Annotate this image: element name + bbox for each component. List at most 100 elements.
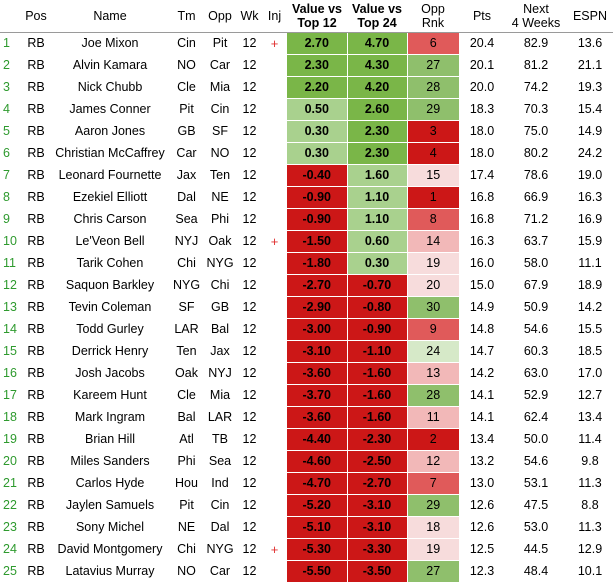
points-cell: 12.6 bbox=[469, 520, 495, 534]
table-row[interactable]: 23 RB Sony Michel NE Dal 12 -5.10 -3.10 18 12.6 53… bbox=[0, 516, 613, 539]
injury-cell bbox=[262, 407, 287, 429]
table-row[interactable]: 19 RB Brian Hill Atl TB 12 -4.40 -2.30 2 13.4 50.0… bbox=[0, 428, 613, 451]
player-name-cell: Chris Carson bbox=[73, 212, 147, 226]
week-cell: 12 bbox=[242, 476, 257, 490]
injury-cell bbox=[262, 253, 287, 275]
injury-cell bbox=[262, 517, 287, 539]
opponent-cell: LAR bbox=[207, 410, 233, 424]
espn-cell: 15.5 bbox=[577, 322, 603, 336]
week-cell: 12 bbox=[242, 278, 257, 292]
table-row[interactable]: 10 RB Le'Veon Bell NYJ Oak 12 + -1.50 0.60 14 16.3… bbox=[0, 230, 613, 253]
header-team[interactable]: Tm bbox=[170, 0, 203, 33]
points-cell: 16.8 bbox=[469, 212, 495, 226]
header-opp-rank[interactable]: Opp Rnk bbox=[407, 0, 459, 33]
header-value-top24-line2: Top 24 bbox=[357, 16, 397, 30]
opp-rank-cell: 1 bbox=[407, 186, 459, 209]
header-name[interactable]: Name bbox=[50, 0, 170, 33]
header-next4[interactable]: Next 4 Weeks bbox=[505, 0, 567, 33]
opp-rank-cell: 6 bbox=[407, 32, 459, 55]
position-cell: RB bbox=[27, 476, 45, 490]
table-row[interactable]: 3 RB Nick Chubb Cle Mia 12 2.20 4.20 28 20.0 74.2 1… bbox=[0, 76, 613, 99]
table-row[interactable]: 13 RB Tevin Coleman SF GB 12 -2.90 -0.80 30 14.9 5… bbox=[0, 296, 613, 319]
table-row[interactable]: 8 RB Ezekiel Elliott Dal NE 12 -0.90 1.10 1 16.8 6… bbox=[0, 186, 613, 209]
espn-cell: 11.3 bbox=[578, 476, 602, 490]
table-row[interactable]: 14 RB Todd Gurley LAR Bal 12 -3.00 -0.90 9 14.8 54… bbox=[0, 318, 613, 341]
value-top24-cell: -0.80 bbox=[347, 296, 408, 319]
position-cell: RB bbox=[27, 498, 45, 512]
table-row[interactable]: 24 RB David Montgomery Chi NYG 12 + -5.30 -3.30 1… bbox=[0, 538, 613, 561]
next4-cell: 50.0 bbox=[523, 432, 549, 446]
table-row[interactable]: 11 RB Tarik Cohen Chi NYG 12 -1.80 0.30 19 16.0 58… bbox=[0, 252, 613, 275]
table-row[interactable]: 17 RB Kareem Hunt Cle Mia 12 -3.70 -1.60 28 14.1 5… bbox=[0, 384, 613, 407]
player-name-cell: James Conner bbox=[69, 102, 151, 116]
value-top12-cell: -4.70 bbox=[287, 472, 348, 495]
value-top12-cell: -1.80 bbox=[287, 252, 348, 275]
team-cell: Pit bbox=[179, 498, 194, 512]
header-value-top12-line1: Value vs bbox=[291, 2, 343, 16]
next4-cell: 70.3 bbox=[523, 102, 549, 116]
injury-cell bbox=[262, 165, 287, 187]
table-row[interactable]: 21 RB Carlos Hyde Hou Ind 12 -4.70 -2.70 7 13.0 53… bbox=[0, 472, 613, 495]
value-top24-cell: -3.10 bbox=[347, 516, 408, 539]
value-top12-cell: 2.30 bbox=[287, 54, 348, 77]
header-next4-line1: Next bbox=[523, 2, 549, 16]
injury-cell bbox=[262, 363, 287, 385]
value-top12-cell: -3.70 bbox=[287, 384, 348, 407]
position-cell: RB bbox=[27, 124, 45, 138]
value-top12-cell: -4.40 bbox=[287, 428, 348, 451]
player-name-cell: Joe Mixon bbox=[81, 36, 139, 51]
table-row[interactable]: 22 RB Jaylen Samuels Pit Cin 12 -5.20 -3.10 29 12… bbox=[0, 494, 613, 517]
table-row[interactable]: 9 RB Chris Carson Sea Phi 12 -0.90 1.10 8 16.8 71.… bbox=[0, 208, 613, 231]
opponent-cell: NYJ bbox=[208, 366, 232, 380]
header-points[interactable]: Pts bbox=[459, 0, 505, 33]
injury-cell bbox=[262, 55, 287, 77]
value-top24-cell: -1.60 bbox=[347, 384, 408, 407]
position-cell: RB bbox=[27, 300, 45, 314]
opp-rank-cell: 2 bbox=[407, 428, 459, 451]
next4-cell: 60.3 bbox=[523, 344, 549, 358]
espn-cell: 18.9 bbox=[577, 278, 603, 292]
position-cell: RB bbox=[27, 322, 45, 336]
points-cell: 15.0 bbox=[469, 278, 495, 292]
value-top12-cell: -5.10 bbox=[287, 516, 348, 539]
points-cell: 20.0 bbox=[469, 80, 495, 94]
opponent-cell: Pit bbox=[212, 36, 228, 51]
player-name-cell: Christian McCaffrey bbox=[55, 146, 165, 160]
team-cell: Chi bbox=[177, 542, 196, 556]
table-row[interactable]: 18 RB Mark Ingram Bal LAR 12 -3.60 -1.60 11 14.1 6… bbox=[0, 406, 613, 429]
opponent-cell: Ind bbox=[211, 476, 229, 490]
header-injury[interactable]: Inj bbox=[262, 0, 287, 33]
player-name-cell: Carlos Hyde bbox=[75, 476, 145, 490]
row-number-cell: 6 bbox=[3, 146, 10, 160]
table-row[interactable]: 12 RB Saquon Barkley NYG Chi 12 -2.70 -0.70 20 15… bbox=[0, 274, 613, 297]
table-row[interactable]: 16 RB Josh Jacobs Oak NYJ 12 -3.60 -1.60 13 14.2 6… bbox=[0, 362, 613, 385]
table-row[interactable]: 7 RB Leonard Fournette Jax Ten 12 -0.40 1.60 15 1… bbox=[0, 164, 613, 187]
table-row[interactable]: 2 RB Alvin Kamara NO Car 12 2.30 4.30 27 20.1 81.2… bbox=[0, 54, 613, 77]
header-opp-rank-line2: Rnk bbox=[421, 16, 445, 30]
week-cell: 12 bbox=[242, 542, 257, 556]
player-name-cell: Sony Michel bbox=[75, 520, 145, 534]
header-espn[interactable]: ESPN bbox=[567, 0, 613, 33]
header-opponent[interactable]: Opp bbox=[203, 0, 237, 33]
team-cell: Cin bbox=[177, 36, 196, 51]
points-cell: 18.0 bbox=[469, 124, 495, 138]
value-top12-cell: -0.40 bbox=[287, 164, 348, 187]
header-pos[interactable]: Pos bbox=[22, 0, 50, 33]
table-row[interactable]: 20 RB Miles Sanders Phi Sea 12 -4.60 -2.50 12 13.… bbox=[0, 450, 613, 473]
header-week[interactable]: Wk bbox=[237, 0, 262, 33]
table-row[interactable]: 15 RB Derrick Henry Ten Jax 12 -3.10 -1.10 24 14.… bbox=[0, 340, 613, 363]
table-row[interactable]: 1 RB Joe Mixon Cin Pit 12 +2.70 4.70 6 20.4 82.9 13… bbox=[0, 32, 613, 55]
position-cell: RB bbox=[27, 80, 45, 94]
value-top24-cell: 2.30 bbox=[347, 120, 408, 143]
table-row[interactable]: 4 RB James Conner Pit Cin 12 0.50 2.60 29 18.3 70.… bbox=[0, 98, 613, 121]
player-name-cell: Leonard Fournette bbox=[58, 168, 162, 182]
header-value-top24[interactable]: Value vs Top 24 bbox=[347, 0, 407, 33]
header-value-top12[interactable]: Value vs Top 12 bbox=[287, 0, 347, 33]
table-row[interactable]: 5 RB Aaron Jones GB SF 12 0.30 2.30 3 18.0 75.0 14.… bbox=[0, 120, 613, 143]
table-row[interactable]: 6 RB Christian McCaffrey Car NO 12 0.30 2.30 4 18… bbox=[0, 142, 613, 165]
espn-cell: 13.6 bbox=[577, 36, 603, 51]
value-top12-cell: -3.60 bbox=[287, 406, 348, 429]
team-cell: Bal bbox=[177, 410, 196, 424]
points-cell: 14.9 bbox=[469, 300, 495, 314]
player-name-cell: Le'Veon Bell bbox=[75, 234, 145, 248]
